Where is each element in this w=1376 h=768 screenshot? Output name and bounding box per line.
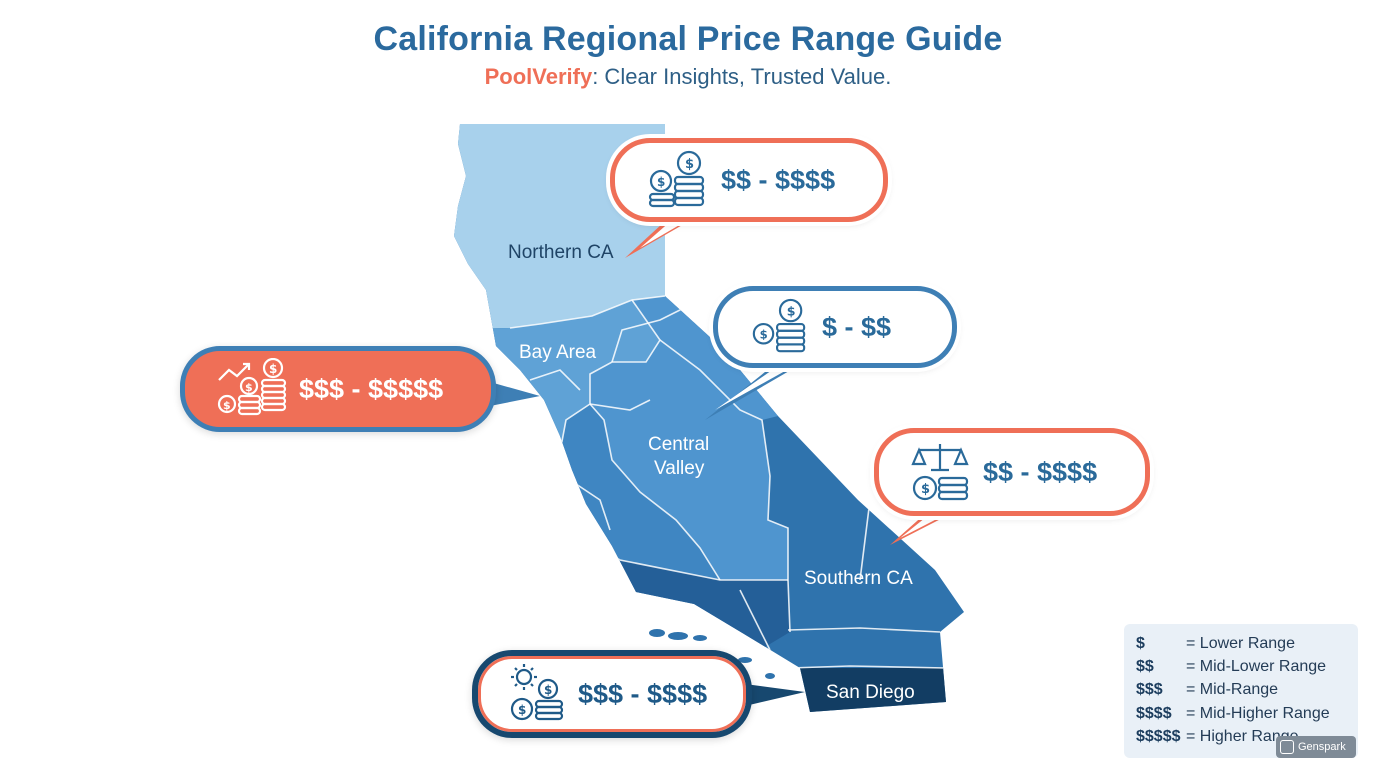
legend-meaning: = Higher Range [1186, 727, 1299, 745]
callout-bay-area[interactable]: $ $ $ $$$ - $$$$$ [180, 346, 496, 432]
region-san-diego[interactable] [780, 668, 1000, 740]
price-range-bay-area: $$$ - $$$$$ [299, 373, 444, 404]
legend-row: $$$$$ = Higher Range [1136, 725, 1346, 748]
region-central-valley[interactable] [590, 296, 788, 580]
label-northern-ca: Northern CA [508, 242, 614, 263]
svg-text:$: $ [685, 157, 694, 172]
legend-meaning: = Lower Range [1186, 635, 1295, 652]
svg-text:$: $ [760, 328, 768, 342]
legend-symbol: $$ [1136, 658, 1154, 676]
scale-coins-icon: $ [911, 444, 969, 501]
svg-text:$: $ [518, 703, 526, 717]
legend-symbol: $ [1136, 635, 1145, 652]
legend-symbol: $$$ [1136, 681, 1163, 699]
channel-islands [649, 629, 775, 679]
price-range-san-diego: $$$ - $$$$ [578, 678, 708, 709]
tagline: : Clear Insights, Trusted Value. [592, 64, 892, 89]
callout-southern-ca[interactable]: $ $$ - $$$$ [874, 428, 1150, 516]
callout-central-valley[interactable]: $ $ $ - $$ [713, 286, 957, 368]
callout-san-diego[interactable]: $ $ $$$ - $$$$ [472, 650, 752, 738]
page-subtitle: PoolVerify: Clear Insights, Trusted Valu… [0, 64, 1376, 90]
legend-meaning: = Mid-Higher Range [1186, 704, 1330, 722]
legend-row: $$$$ = Mid-Higher Range [1136, 702, 1346, 725]
legend-row: $ = Lower Range [1136, 632, 1346, 655]
svg-text:$: $ [921, 482, 930, 497]
label-san-diego: San Diego [826, 682, 915, 703]
sun-coins-icon: $ $ [510, 664, 564, 721]
price-range-central-valley: $ - $$ [822, 311, 892, 342]
watermark-label: Genspark [1298, 741, 1346, 753]
label-central-valley-line2: Valley [654, 458, 705, 479]
svg-text:$: $ [245, 381, 253, 394]
svg-text:$: $ [657, 175, 665, 189]
page-title: California Regional Price Range Guide [373, 20, 1003, 58]
legend-row: $$ = Mid-Lower Range [1136, 655, 1346, 678]
price-legend: $ = Lower Range $$ = Mid-Lower Range $$$ = … [1124, 624, 1358, 758]
coins-stack-icon: $ $ [752, 298, 806, 353]
legend-symbol: $$$$$ [1136, 727, 1181, 745]
legend-row: $$$ = Mid-Range [1136, 678, 1346, 701]
svg-text:$: $ [544, 683, 552, 697]
label-southern-ca: Southern CA [804, 568, 913, 589]
price-range-southern-ca: $$ - $$$$ [983, 456, 1098, 487]
legend-meaning: = Mid-Lower Range [1186, 658, 1327, 676]
coins-stack-icon: $ $ [648, 150, 705, 208]
brand-name: PoolVerify [484, 64, 593, 89]
genspark-watermark: Genspark [1276, 736, 1356, 758]
svg-text:$: $ [787, 303, 796, 318]
svg-text:$: $ [269, 362, 277, 376]
price-range-northern-ca: $$ - $$$$ [721, 164, 836, 195]
label-central-valley-line1: Central [648, 434, 709, 455]
legend-symbol: $$$$ [1136, 704, 1172, 722]
genspark-logo-icon [1280, 740, 1294, 754]
label-bay-area: Bay Area [519, 342, 597, 363]
callout-northern-ca[interactable]: $ $ $$ - $$$$ [610, 138, 888, 222]
legend-meaning: = Mid-Range [1186, 681, 1279, 699]
rising-coins-icon: $ $ $ [217, 358, 287, 416]
svg-text:$: $ [223, 399, 231, 412]
